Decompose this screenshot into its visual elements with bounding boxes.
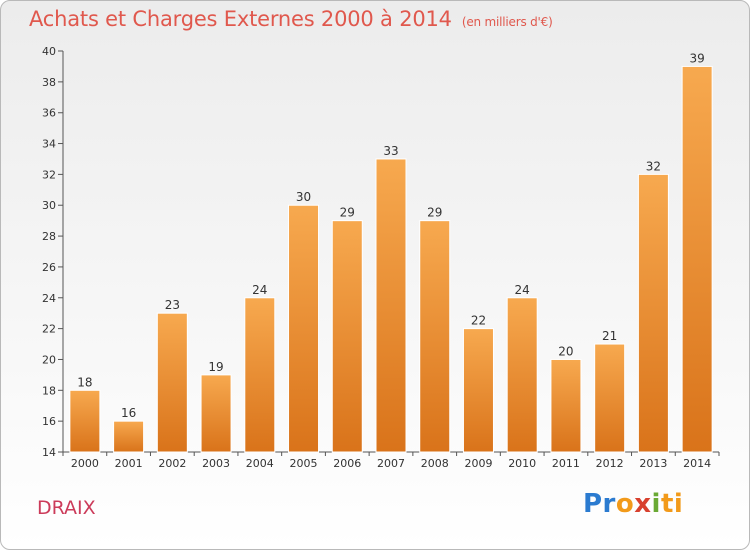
data-label-2012: 21	[602, 329, 617, 343]
bar-2012	[594, 343, 626, 453]
data-label-2014: 39	[689, 51, 704, 65]
proxiti-logo: Proxiti	[583, 489, 684, 519]
x-tick-label: 2000	[71, 457, 99, 470]
x-tick-label: 2010	[508, 457, 536, 470]
data-label-2000: 18	[77, 375, 92, 389]
bar-2008	[419, 220, 451, 453]
y-tick-label: 36	[42, 107, 56, 120]
data-label-2003: 19	[208, 360, 223, 374]
y-tick-label: 18	[42, 384, 56, 397]
data-label-2006: 29	[340, 206, 355, 220]
x-tick-label: 2001	[115, 457, 143, 470]
x-tick-label: 2009	[464, 457, 492, 470]
data-label-2007: 33	[383, 144, 398, 158]
data-label-2004: 24	[252, 283, 267, 297]
data-label-2010: 24	[515, 283, 530, 297]
data-label-2011: 20	[558, 344, 573, 358]
bar-2005	[288, 204, 320, 453]
data-label-2005: 30	[296, 190, 311, 204]
x-tick-label: 2013	[639, 457, 667, 470]
x-tick-label: 2008	[421, 457, 449, 470]
y-tick-label: 20	[42, 353, 56, 366]
x-tick-label: 2007	[377, 457, 405, 470]
y-tick-label: 38	[42, 76, 56, 89]
bar-2002	[156, 312, 188, 453]
chart-subtitle: (en milliers d'€)	[461, 15, 553, 29]
bar-2014	[681, 65, 713, 453]
y-tick-label: 26	[42, 261, 56, 274]
bar-2000	[69, 389, 101, 453]
bar-2009	[462, 328, 494, 453]
bar-2010	[506, 297, 538, 453]
bar-2006	[331, 220, 363, 453]
y-tick-label: 34	[42, 138, 56, 151]
data-label-2001: 16	[121, 406, 136, 420]
y-tick-label: 28	[42, 230, 56, 243]
bar-2003	[200, 374, 232, 453]
bar-2001	[113, 420, 145, 453]
chart-title: Achats et Charges Externes 2000 à 2014 (e…	[29, 7, 553, 31]
y-tick-label: 32	[42, 168, 56, 181]
commune-name: DRAIX	[37, 497, 96, 519]
x-tick-label: 2002	[158, 457, 186, 470]
bar-2007	[375, 158, 407, 453]
y-tick-label: 40	[42, 45, 56, 58]
bar-2013	[637, 173, 669, 453]
bar-2011	[550, 358, 582, 453]
data-label-2008: 29	[427, 206, 442, 220]
x-tick-label: 2011	[552, 457, 580, 470]
x-tick-label: 2012	[596, 457, 624, 470]
y-tick-label: 24	[42, 292, 56, 305]
data-label-2002: 23	[165, 298, 180, 312]
x-tick-label: 2014	[683, 457, 711, 470]
x-tick-label: 2005	[290, 457, 318, 470]
x-tick-label: 2003	[202, 457, 230, 470]
y-tick-label: 16	[42, 415, 56, 428]
title-text: Achats et Charges Externes 2000 à 2014	[29, 7, 452, 31]
data-label-2009: 22	[471, 314, 486, 328]
bar-2004	[244, 297, 276, 453]
x-tick-label: 2006	[333, 457, 361, 470]
x-tick-label: 2004	[246, 457, 274, 470]
y-tick-label: 22	[42, 323, 56, 336]
y-tick-label: 30	[42, 199, 56, 212]
y-tick-label: 14	[42, 446, 56, 459]
data-label-2013: 32	[646, 159, 661, 173]
